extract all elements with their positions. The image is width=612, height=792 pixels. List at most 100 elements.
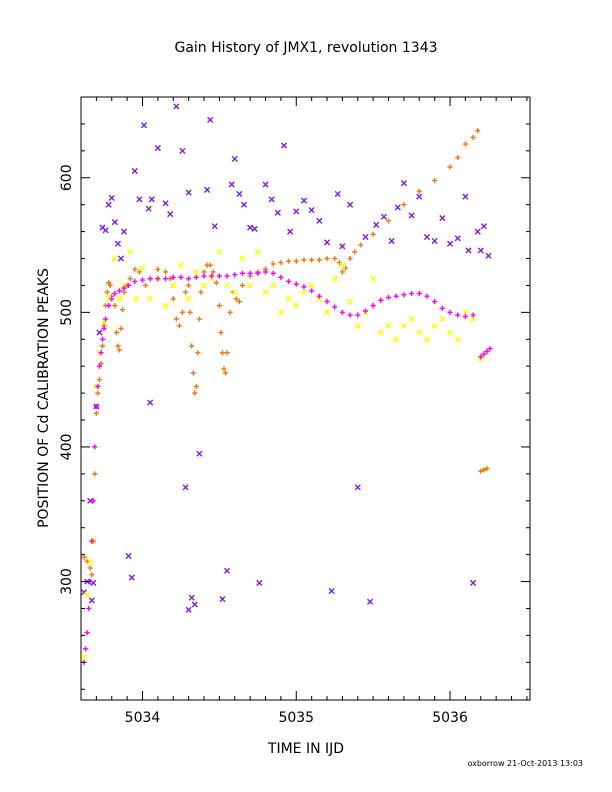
- data-point-orange: [98, 360, 104, 367]
- data-point-yellow: [185, 295, 192, 302]
- data-point-orange: [370, 231, 376, 237]
- data-point-purple: [223, 567, 231, 574]
- data-point-purple: [262, 181, 269, 188]
- data-point-magenta: [232, 272, 238, 278]
- data-point-magenta: [339, 309, 346, 315]
- data-point-purple: [111, 219, 118, 226]
- data-point-yellow: [84, 591, 91, 599]
- data-point-purple: [293, 208, 300, 215]
- x-tick-label: 5036: [432, 710, 468, 726]
- data-point-orange: [207, 262, 213, 268]
- data-point-purple: [173, 103, 180, 110]
- data-point-magenta: [416, 290, 422, 297]
- data-point-purple: [394, 204, 401, 211]
- data-point-purple: [287, 228, 294, 235]
- data-point-orange: [81, 554, 87, 560]
- data-point-orange: [167, 276, 173, 282]
- data-point-purple: [231, 155, 238, 163]
- data-point-orange: [118, 325, 124, 332]
- data-point-yellow: [247, 282, 254, 289]
- data-point-yellow: [346, 298, 354, 305]
- data-point-magenta: [262, 269, 269, 275]
- data-point-orange: [224, 350, 230, 356]
- data-point-orange: [221, 366, 227, 372]
- data-point-yellow: [423, 336, 431, 343]
- data-point-magenta: [401, 292, 407, 298]
- data-point-magenta: [162, 276, 169, 282]
- data-point-yellow: [416, 329, 423, 336]
- data-point-orange: [155, 266, 161, 272]
- data-point-orange: [113, 329, 119, 336]
- data-point-purple: [114, 240, 121, 247]
- data-point-magenta: [90, 498, 96, 504]
- data-point-orange: [216, 303, 222, 309]
- x-axis-label: TIME IN IJD: [267, 741, 344, 757]
- data-point-magenta: [216, 273, 222, 279]
- data-point-yellow: [462, 309, 469, 316]
- data-point-yellow: [339, 262, 346, 269]
- data-point-purple: [362, 233, 369, 241]
- data-point-purple: [185, 189, 192, 196]
- data-point-orange: [192, 390, 198, 396]
- data-point-magenta: [285, 278, 292, 284]
- data-point-purple: [120, 228, 128, 235]
- data-point-magenta: [481, 351, 487, 357]
- data-point-orange: [104, 289, 110, 295]
- data-point-yellow: [454, 336, 461, 343]
- data-point-yellow: [262, 289, 269, 296]
- data-point-yellow: [231, 289, 238, 296]
- footer-stamp: oxborrow 21-Oct-2013 13:03: [467, 759, 583, 768]
- data-point-yellow: [254, 248, 261, 255]
- data-point-magenta: [116, 288, 123, 294]
- data-point-magenta: [247, 270, 253, 276]
- data-point-purple: [373, 221, 380, 228]
- data-point-purple: [339, 243, 346, 250]
- data-point-orange: [190, 370, 196, 376]
- data-point-magenta: [385, 294, 392, 301]
- data-point-purple: [439, 215, 446, 222]
- data-point-orange: [179, 309, 186, 315]
- data-point-purple: [408, 212, 415, 219]
- data-point-magenta: [93, 403, 99, 410]
- data-point-magenta: [432, 298, 438, 305]
- data-point-magenta: [186, 276, 192, 282]
- data-point-yellow: [80, 653, 88, 661]
- data-point-orange: [87, 565, 93, 571]
- data-point-yellow: [316, 295, 323, 302]
- data-point-magenta: [126, 282, 132, 289]
- data-point-magenta: [278, 274, 284, 280]
- data-point-orange: [107, 282, 113, 289]
- data-point-yellow: [331, 275, 338, 282]
- data-point-magenta: [224, 273, 230, 279]
- data-point-magenta: [132, 278, 138, 284]
- data-point-orange: [193, 383, 199, 389]
- data-point-magenta: [255, 270, 261, 276]
- data-point-purple: [162, 200, 169, 207]
- data-point-purple: [316, 217, 323, 224]
- data-point-purple: [128, 574, 135, 581]
- data-point-orange: [432, 177, 438, 184]
- data-point-magenta: [455, 312, 461, 318]
- data-point-orange: [95, 390, 101, 396]
- data-point-purple: [400, 180, 408, 187]
- data-point-yellow: [393, 336, 400, 343]
- data-point-purple: [219, 595, 226, 603]
- data-point-purple: [105, 201, 112, 208]
- data-point-purple: [474, 228, 481, 235]
- data-point-purple: [136, 196, 143, 203]
- plot-area: [80, 103, 493, 665]
- data-point-purple: [87, 497, 94, 504]
- data-point-magenta: [478, 354, 484, 360]
- data-point-purple: [96, 329, 103, 336]
- data-point-yellow: [127, 248, 134, 255]
- data-point-magenta: [106, 303, 112, 309]
- data-point-magenta: [439, 305, 445, 311]
- series-orange: [81, 128, 490, 578]
- data-point-yellow: [439, 315, 446, 323]
- data-point-magenta: [316, 293, 322, 299]
- data-point-orange: [96, 377, 103, 383]
- data-point-orange: [233, 296, 239, 302]
- data-point-magenta: [487, 346, 493, 352]
- data-point-magenta: [139, 277, 146, 283]
